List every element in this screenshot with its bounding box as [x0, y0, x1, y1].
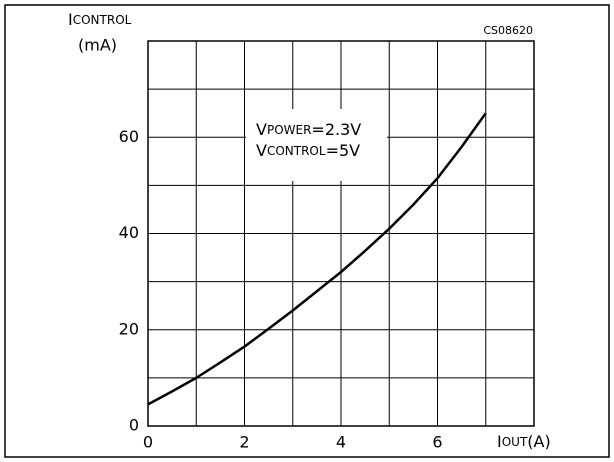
annotation-part: POWER — [267, 123, 311, 137]
x-axis-label-part: OUT — [502, 435, 528, 449]
y-axis-label-part: CONTROL — [73, 13, 132, 27]
y-tick-label: 0 — [129, 416, 139, 435]
y-tick-label: 60 — [119, 127, 139, 146]
plot-border — [147, 40, 535, 427]
annotation-part: =2.3V — [311, 120, 361, 139]
annotation: VCONTROL=5V — [256, 141, 360, 160]
annotation-part: V — [256, 120, 267, 139]
annotation-box — [246, 109, 387, 181]
x-tick-label: 2 — [239, 433, 249, 452]
y-axis-label: ICONTROL — [68, 10, 132, 29]
frame — [4, 4, 610, 458]
annotation-part: =5V — [326, 141, 361, 160]
x-axis-label-part: (A) — [527, 432, 550, 451]
code-label: CS08620 — [483, 24, 533, 37]
x-tick-label: 4 — [336, 433, 346, 452]
data-line — [147, 112, 487, 406]
x-tick-label: 0 — [143, 433, 153, 452]
annotation-part: CONTROL — [267, 144, 326, 158]
x-tick-label: 6 — [432, 433, 442, 452]
x-axis-label: IOUT(A) — [497, 432, 551, 451]
x-axis-label-part: I — [497, 432, 502, 451]
y-axis-unit: (mA) — [78, 36, 117, 55]
y-tick-label: 20 — [119, 319, 139, 338]
annotation-part: V — [256, 141, 267, 160]
y-axis-label-part: I — [68, 10, 73, 29]
annotation: VPOWER=2.3V — [256, 120, 361, 139]
y-tick-label: 40 — [119, 223, 139, 242]
